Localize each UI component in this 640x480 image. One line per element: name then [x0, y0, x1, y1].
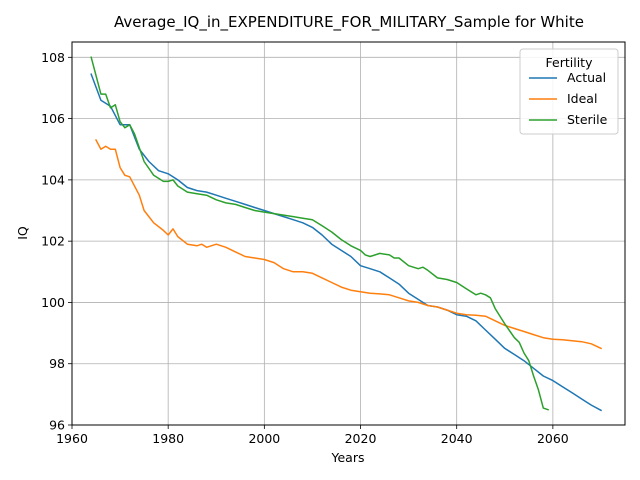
series-line-sterile [90, 56, 550, 411]
legend-title: Fertility [546, 55, 594, 70]
y-tick-label: 106 [41, 111, 65, 126]
y-tick-label: 96 [49, 418, 65, 433]
y-tick-label: 104 [41, 172, 65, 187]
legend-label-actual: Actual [567, 70, 606, 85]
x-axis: 1960 1980 2000 2020 2040 2060 [56, 425, 569, 446]
x-tick-label: 2040 [441, 431, 473, 446]
y-tick-label: 102 [41, 234, 65, 249]
x-tick-label: 2020 [345, 431, 377, 446]
plot-frame [71, 41, 626, 426]
y-axis-label: IQ [15, 226, 30, 240]
x-tick-label: 2060 [537, 431, 569, 446]
legend-box [519, 48, 619, 135]
x-tick-label: 2000 [248, 431, 280, 446]
legend-label-sterile: Sterile [567, 112, 608, 127]
x-axis-label: Years [331, 450, 365, 465]
legend: Fertility Actual Ideal Sterile [519, 48, 619, 135]
y-tick-label: 98 [49, 356, 65, 371]
chart-title: Average_IQ_in_EXPENDITURE_FOR_MILITARY_S… [114, 13, 584, 32]
legend-label-ideal: Ideal [567, 91, 597, 106]
y-axis: 96 98 100 102 104 106 108 [41, 50, 72, 433]
y-tick-label: 108 [41, 50, 65, 65]
x-tick-label: 1960 [56, 431, 88, 446]
series-layer [90, 56, 603, 412]
series-line-actual [90, 73, 603, 412]
x-tick-label: 1980 [152, 431, 184, 446]
y-tick-label: 100 [41, 295, 65, 310]
